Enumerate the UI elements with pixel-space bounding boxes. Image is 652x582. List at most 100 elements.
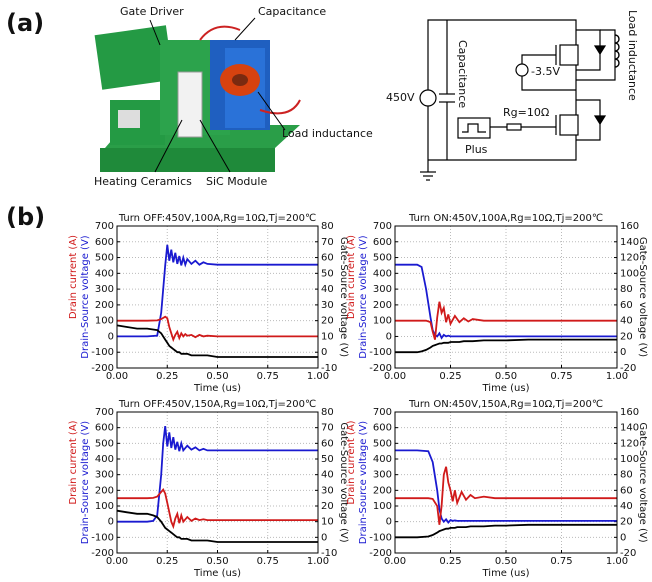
- series-line: [395, 301, 617, 340]
- plot-frame: [394, 411, 618, 554]
- chart-title: Turn OFF:450V,100A,Rg=10Ω,Tj=200℃: [118, 213, 316, 224]
- y2-tick-label: 80: [620, 284, 633, 295]
- y2-axis-label: Gate-Source voltage (V): [637, 422, 648, 542]
- x-tick-label: 0.50: [495, 556, 517, 567]
- x-tick-label: 0.75: [550, 371, 572, 382]
- y2-tick-label: 20: [321, 316, 334, 327]
- series-line: [395, 466, 617, 525]
- photo-label: Capacitance: [258, 5, 326, 18]
- y-tick-label: -100: [91, 532, 114, 543]
- y-tick-label: 0: [108, 331, 114, 342]
- series-line: [116, 324, 318, 358]
- y2-tick-label: 40: [321, 470, 334, 481]
- y-axis-label: Drain-Source voltage (V): [80, 235, 91, 358]
- y-axis-label: Drain-Source voltage (V): [80, 421, 91, 544]
- y2-tick-label: 40: [620, 316, 633, 327]
- y2-tick-label: 80: [620, 470, 633, 481]
- y-tick-label: 600: [373, 237, 392, 248]
- x-tick-label: 1.00: [307, 371, 329, 382]
- x-tick-label: 0.25: [439, 556, 461, 567]
- y-axis-label: Drain-Source voltage (V): [358, 421, 369, 544]
- y2-tick-label: 10: [321, 517, 334, 528]
- x-tick-label: 0.00: [384, 556, 406, 567]
- y-tick-label: 200: [95, 300, 114, 311]
- photo-label: SiC Module: [206, 175, 267, 188]
- y2-tick-label: -10: [321, 363, 337, 374]
- y-tick-label: 300: [373, 470, 392, 481]
- y2-tick-label: 70: [321, 237, 334, 248]
- y-axis-label: Drain current (A): [346, 235, 357, 319]
- y2-tick-label: 140: [620, 237, 639, 248]
- y-tick-label: 100: [95, 316, 114, 327]
- x-tick-label: 0.75: [550, 556, 572, 567]
- y-tick-label: 400: [373, 454, 392, 465]
- y2-tick-label: 0: [321, 347, 327, 358]
- y-tick-label: -200: [369, 363, 392, 374]
- panel-label: (a): [6, 9, 44, 37]
- x-axis-label: Time (us): [481, 568, 529, 579]
- circuit-label: -3.5V: [531, 65, 560, 78]
- chart-title: Turn ON:450V,150A,Rg=10Ω,Tj=200℃: [408, 399, 603, 410]
- series-line: [395, 263, 617, 340]
- y-tick-label: -100: [369, 347, 392, 358]
- y-tick-label: 700: [373, 221, 392, 232]
- y-tick-label: -100: [91, 347, 114, 358]
- y2-tick-label: 100: [620, 268, 639, 279]
- chart-title: Turn OFF:450V,150A,Rg=10Ω,Tj=200℃: [118, 399, 316, 410]
- y2-tick-label: 20: [620, 517, 633, 528]
- x-tick-label: 1.00: [606, 371, 628, 382]
- x-tick-label: 0.75: [257, 556, 279, 567]
- plot-area: [395, 226, 617, 368]
- circuit-label: Capacitance: [456, 40, 469, 108]
- photo: [94, 17, 301, 173]
- y-tick-label: 0: [386, 517, 392, 528]
- plot-frame: [116, 225, 319, 369]
- x-tick-label: 0.50: [495, 371, 517, 382]
- y-axis-label: Drain current (A): [68, 235, 79, 319]
- y-tick-label: -200: [369, 548, 392, 559]
- y-tick-label: 700: [95, 407, 114, 418]
- y-tick-label: 600: [95, 423, 114, 434]
- y-tick-label: 400: [373, 268, 392, 279]
- x-tick-label: 1.00: [606, 556, 628, 567]
- x-tick-label: 0.75: [257, 371, 279, 382]
- x-tick-label: 0.00: [106, 556, 128, 567]
- y2-tick-label: 120: [620, 253, 639, 264]
- y2-tick-label: 30: [321, 300, 334, 311]
- y2-tick-label: -10: [321, 548, 337, 559]
- series-line: [116, 509, 318, 543]
- series-line: [395, 449, 617, 524]
- y2-tick-label: 40: [620, 501, 633, 512]
- x-tick-label: 0.25: [156, 371, 178, 382]
- y-tick-label: 600: [373, 423, 392, 434]
- y-tick-label: 700: [95, 221, 114, 232]
- chart-title: Turn ON:450V,100A,Rg=10Ω,Tj=200℃: [408, 213, 603, 224]
- y2-tick-label: 0: [620, 532, 626, 543]
- x-axis-label: Time (us): [193, 568, 241, 579]
- y2-tick-label: 160: [620, 407, 639, 418]
- y2-tick-label: 160: [620, 221, 639, 232]
- y2-tick-label: 120: [620, 438, 639, 449]
- y-tick-label: 400: [95, 454, 114, 465]
- y-tick-label: 300: [95, 470, 114, 481]
- y2-tick-label: 40: [321, 284, 334, 295]
- photo-label: Gate Driver: [120, 5, 184, 18]
- y-tick-label: -200: [91, 548, 114, 559]
- x-tick-label: 0.25: [439, 371, 461, 382]
- x-tick-label: 1.00: [307, 556, 329, 567]
- y-tick-label: 100: [373, 316, 392, 327]
- x-tick-label: 0.50: [206, 371, 228, 382]
- y-tick-label: 500: [373, 253, 392, 264]
- series-line: [117, 488, 318, 530]
- y-axis-label: Drain current (A): [68, 420, 79, 504]
- y-axis-label: Drain current (A): [346, 420, 357, 504]
- circuit-label: Rg=10Ω: [503, 106, 549, 119]
- y2-tick-label: 50: [321, 268, 334, 279]
- circuit-label: Load inductance: [626, 10, 639, 101]
- y-tick-label: 600: [95, 237, 114, 248]
- y2-tick-label: 10: [321, 331, 334, 342]
- y2-tick-label: 0: [620, 347, 626, 358]
- y-tick-label: 400: [95, 268, 114, 279]
- y-tick-label: 500: [95, 438, 114, 449]
